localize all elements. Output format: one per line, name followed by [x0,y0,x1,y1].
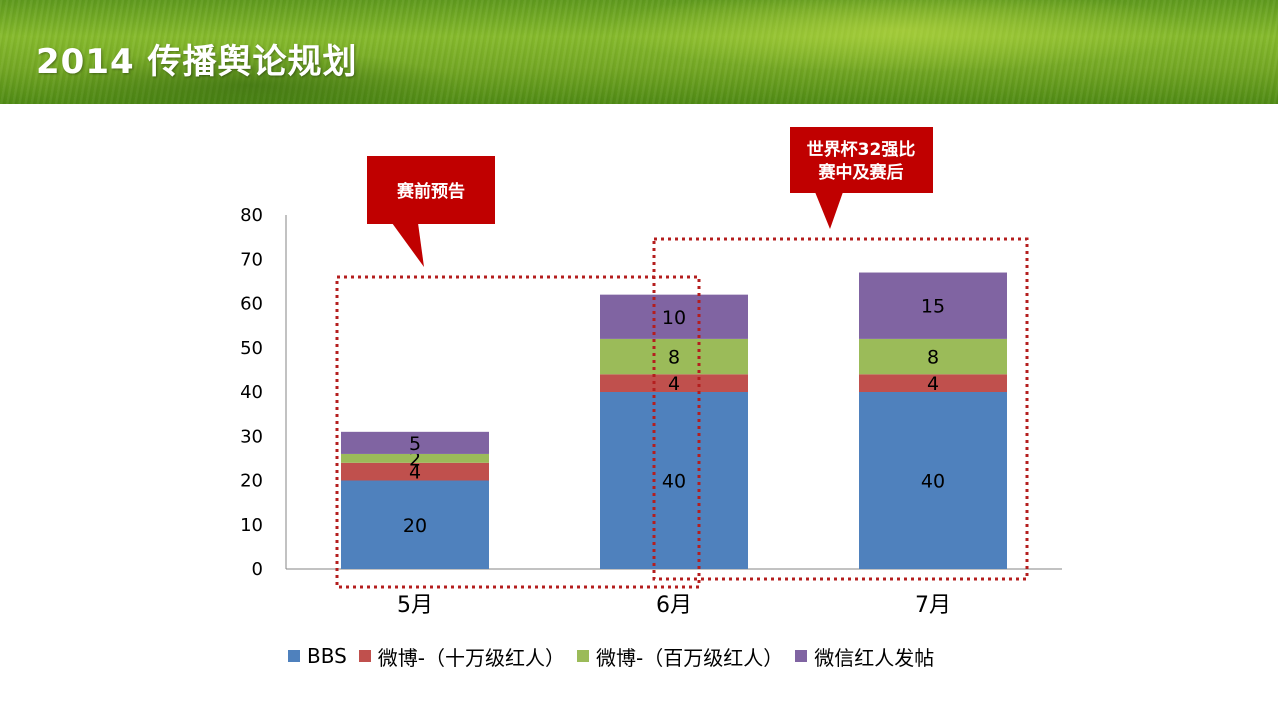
y-tick-label: 0 [252,559,263,580]
data-label: 4 [409,462,421,484]
bar-segment [341,431,489,454]
bar-segment [341,480,489,569]
bar-segment [600,294,748,339]
data-label: 8 [927,347,939,369]
y-tick-label: 10 [240,515,263,536]
y-tick-label: 20 [240,471,263,492]
data-label: 40 [662,471,686,493]
legend-label: 微博-（百万级红人） [596,645,784,670]
legend-label: 微博-（十万级红人） [377,645,566,670]
legend-swatch [288,650,300,662]
data-label: 8 [668,347,680,369]
bar-segment [859,392,1007,569]
y-tick-label: 40 [240,382,263,403]
callout-world-cup-box [790,127,933,193]
bar-segment [600,338,748,375]
bar-segment [341,462,489,481]
callout-world-cup-text: 赛中及赛后 [818,162,904,183]
y-tick-label: 60 [240,294,263,315]
page-title: 2014 传播舆论规划 [36,42,358,82]
legend-label: BBS [307,644,347,668]
legend-item: 微信红人发帖 [795,642,934,671]
bar-segment [600,374,748,392]
data-label: 4 [668,373,680,395]
legend-swatch [795,650,808,662]
bar-segment [859,272,1007,339]
bar-segment [859,374,1007,392]
y-tick-label: 30 [240,426,263,447]
callout-pre-match-pointer [392,223,424,267]
callout-pre-match-text: 赛前预告 [396,181,465,202]
bar-segment [341,453,489,463]
data-label: 20 [403,515,427,537]
callout-pre-match-box [367,156,495,224]
legend-item: 微博-（百万级红人） [577,642,783,671]
legend-swatch [577,650,590,662]
x-tick-label: 7月 [915,593,951,618]
legend-label: 微信红人发帖 [814,645,935,670]
data-label: 4 [927,373,939,395]
y-tick-label: 80 [240,205,263,226]
data-label: 40 [921,471,945,493]
data-label: 10 [662,307,686,329]
x-tick-label: 6月 [656,593,692,618]
y-tick-label: 50 [240,338,263,359]
y-tick-label: 70 [240,249,263,270]
x-tick-label: 5月 [397,593,433,618]
bar-segment [600,392,748,569]
callout-world-cup-text: 世界杯32强比 [807,139,916,160]
data-label: 15 [921,296,945,318]
highlight-box-world-cup [652,237,1029,581]
legend-swatch [358,650,371,662]
legend-item: BBS [288,644,347,668]
chart-legend: BBS 微博-（十万级红人） 微博-（百万级红人） 微信红人发帖 [288,642,946,670]
legend-item: 微博-（十万级红人） [358,642,566,671]
data-label: 5 [409,433,421,455]
bar-segment [859,338,1007,375]
callout-world-cup-pointer [815,192,843,229]
header-banner: 2014 传播舆论规划 [0,0,1278,104]
